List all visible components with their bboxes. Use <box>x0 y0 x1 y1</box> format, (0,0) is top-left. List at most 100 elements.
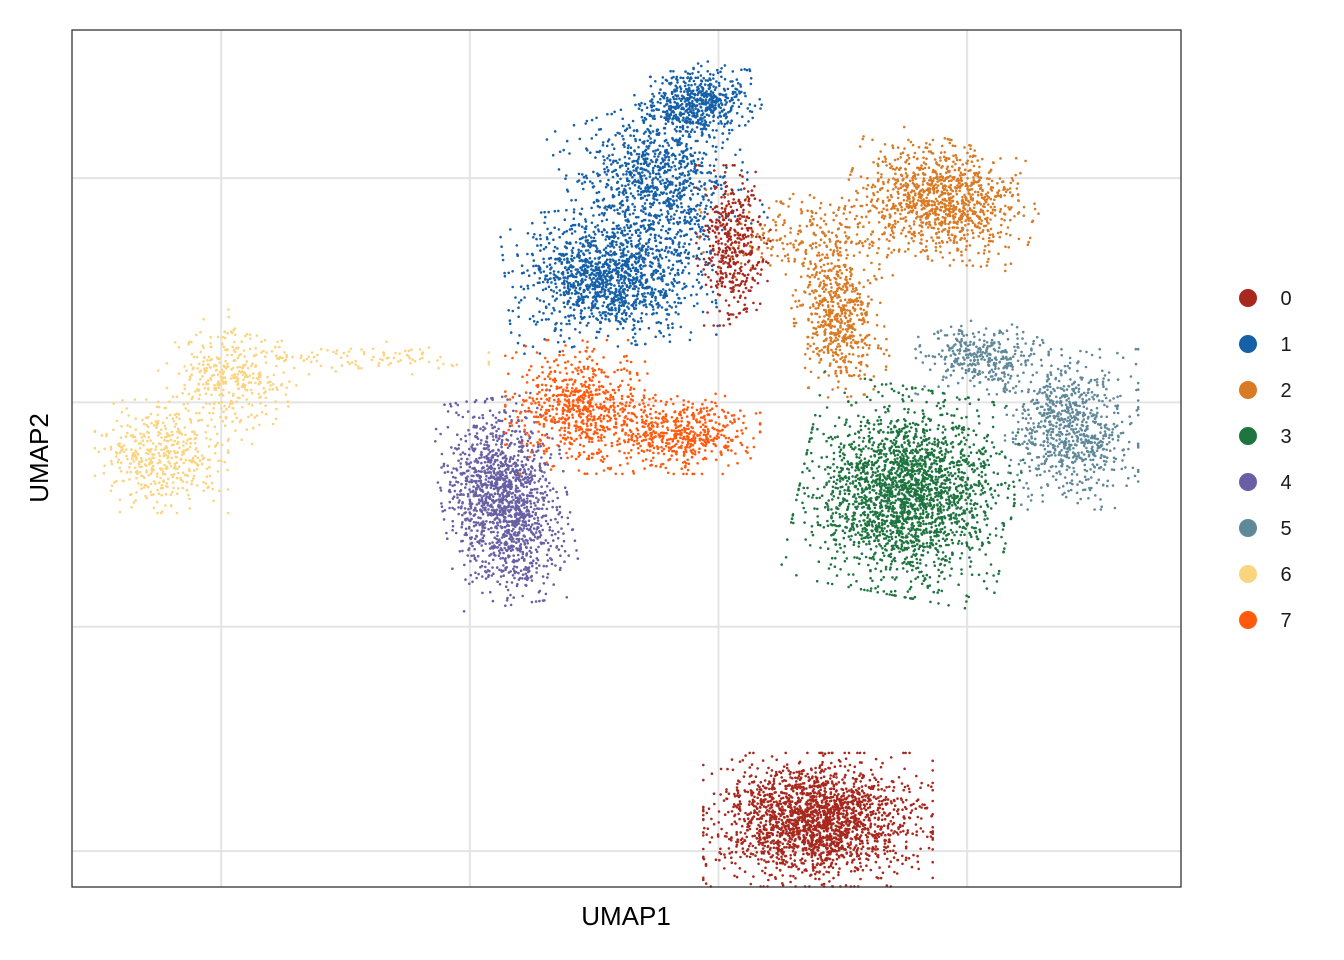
data-point <box>714 86 718 89</box>
data-point <box>615 288 618 292</box>
data-point <box>1022 486 1025 490</box>
data-point <box>1004 204 1007 208</box>
data-point <box>814 296 817 300</box>
data-point <box>620 281 624 285</box>
data-point <box>933 208 937 211</box>
data-point <box>565 229 569 233</box>
data-point <box>600 230 604 234</box>
data-point <box>656 178 660 181</box>
data-point <box>806 347 809 350</box>
data-point <box>679 165 683 169</box>
data-point <box>589 262 593 266</box>
data-point <box>739 83 742 86</box>
data-point <box>628 281 632 285</box>
data-point <box>998 235 1002 239</box>
data-point <box>987 257 990 261</box>
data-point <box>848 211 852 214</box>
data-point <box>705 293 709 296</box>
data-point <box>563 276 567 279</box>
data-point <box>916 157 919 160</box>
data-point <box>688 184 691 188</box>
data-point <box>640 108 644 112</box>
data-point <box>535 237 538 241</box>
data-point <box>817 251 820 255</box>
data-point <box>700 184 703 188</box>
data-point <box>894 204 897 208</box>
data-point <box>599 251 602 254</box>
data-point <box>635 252 638 255</box>
data-point <box>609 302 612 306</box>
data-point <box>778 213 781 217</box>
data-point <box>818 271 822 275</box>
data-point <box>692 207 696 211</box>
data-point <box>1077 451 1080 455</box>
data-point <box>648 162 651 165</box>
data-point <box>799 304 802 307</box>
data-point <box>517 315 520 319</box>
data-point <box>931 207 934 211</box>
data-point <box>818 302 822 305</box>
data-point <box>637 145 640 149</box>
data-point <box>853 309 856 312</box>
data-point <box>963 233 966 237</box>
data-point <box>865 312 868 315</box>
data-point <box>977 221 980 225</box>
data-point <box>594 244 597 247</box>
data-point <box>545 265 549 268</box>
data-point <box>826 276 829 280</box>
data-point <box>782 202 785 206</box>
data-point <box>977 180 980 184</box>
data-point <box>553 308 556 312</box>
data-point <box>655 255 658 259</box>
data-point <box>618 132 621 135</box>
data-point <box>619 255 623 259</box>
data-point <box>660 248 664 251</box>
data-point <box>584 249 588 252</box>
data-point <box>665 283 668 286</box>
data-point <box>667 228 671 231</box>
data-point <box>866 176 869 180</box>
data-point <box>612 159 615 163</box>
data-point <box>868 209 872 212</box>
data-point <box>1042 444 1045 447</box>
data-point <box>673 236 677 239</box>
data-point <box>943 206 947 209</box>
data-point <box>585 258 589 262</box>
data-point <box>654 335 657 339</box>
data-point <box>720 122 723 125</box>
data-point <box>597 294 601 297</box>
data-point <box>913 184 916 188</box>
data-point <box>830 296 833 299</box>
data-point <box>868 281 872 285</box>
data-point <box>738 92 741 95</box>
data-point <box>933 158 937 161</box>
data-point <box>849 311 852 315</box>
data-point <box>824 328 827 331</box>
data-point <box>669 112 672 115</box>
data-point <box>610 112 613 116</box>
data-point <box>771 238 775 242</box>
data-point <box>562 293 566 297</box>
data-point <box>553 130 557 133</box>
data-point <box>904 219 908 222</box>
data-point <box>724 95 728 99</box>
data-point <box>954 154 958 157</box>
data-point <box>630 252 633 256</box>
data-point <box>595 198 599 202</box>
data-point <box>988 177 991 181</box>
data-point <box>688 93 691 96</box>
data-point <box>826 256 829 260</box>
data-point <box>859 333 862 337</box>
data-point <box>611 175 615 179</box>
data-point <box>902 177 905 181</box>
data-point <box>877 237 881 241</box>
data-point <box>818 244 821 247</box>
data-point <box>668 272 672 275</box>
data-point <box>1003 194 1006 197</box>
data-point <box>641 168 644 171</box>
data-point <box>672 277 676 281</box>
data-point <box>719 183 723 187</box>
data-point <box>761 233 765 237</box>
data-point <box>605 263 609 267</box>
data-point <box>851 287 855 291</box>
